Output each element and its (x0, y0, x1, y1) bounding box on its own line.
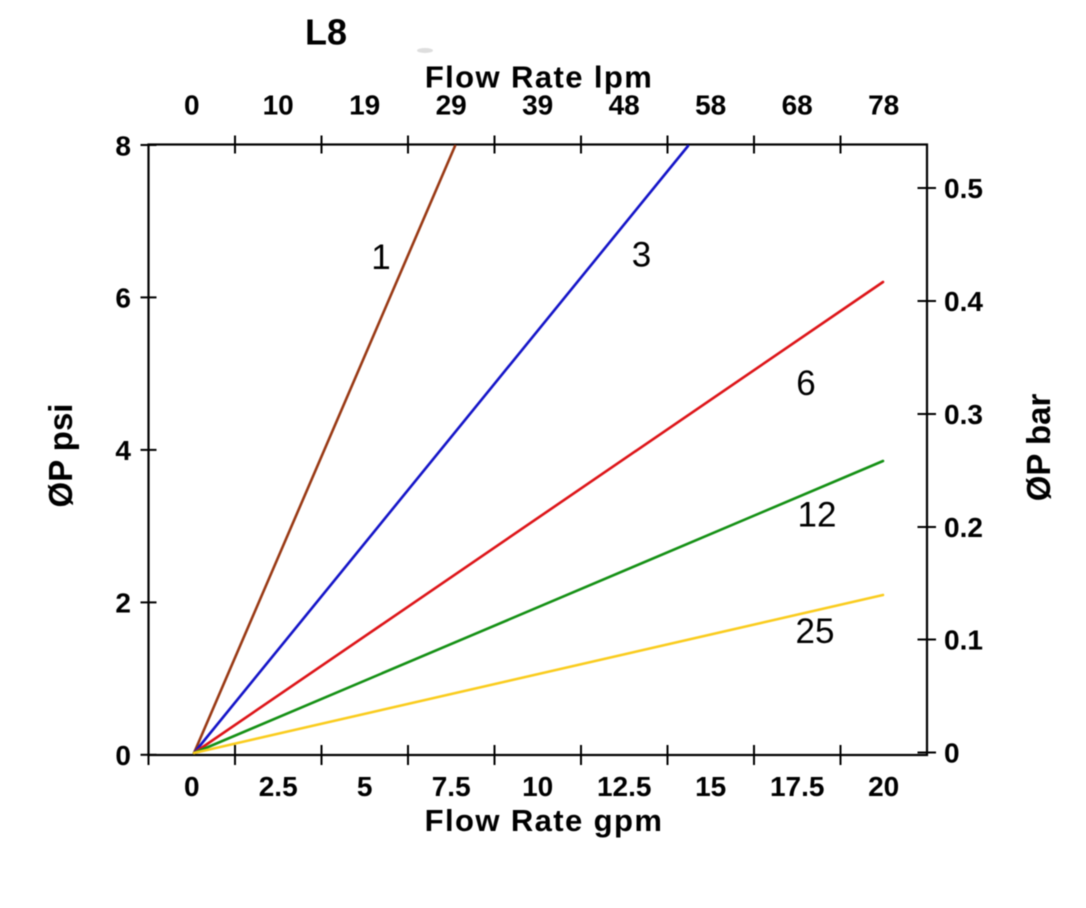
svg-text:78: 78 (868, 89, 899, 120)
svg-text:15: 15 (695, 771, 726, 802)
svg-text:68: 68 (782, 89, 813, 120)
svg-text:20: 20 (868, 771, 899, 802)
svg-text:4: 4 (115, 435, 131, 466)
svg-text:ØP psi: ØP psi (42, 404, 79, 508)
svg-text:19: 19 (349, 89, 380, 120)
svg-text:0.3: 0.3 (944, 399, 983, 430)
svg-text:12.5: 12.5 (597, 771, 652, 802)
svg-text:10: 10 (263, 89, 294, 120)
svg-text:6: 6 (115, 283, 131, 314)
svg-text:0: 0 (944, 738, 960, 769)
svg-text:12: 12 (798, 495, 837, 534)
svg-text:5: 5 (357, 771, 373, 802)
svg-text:29: 29 (436, 89, 467, 120)
svg-text:Flow Rate gpm: Flow Rate gpm (425, 803, 664, 838)
svg-text:10: 10 (522, 771, 553, 802)
svg-text:ØP bar: ØP bar (1020, 394, 1057, 502)
svg-text:0.5: 0.5 (944, 173, 983, 204)
svg-text:0.4: 0.4 (944, 286, 983, 317)
svg-text:0.2: 0.2 (944, 512, 983, 543)
svg-text:25: 25 (796, 612, 835, 651)
svg-text:8: 8 (115, 130, 131, 161)
svg-text:Flow Rate lpm: Flow Rate lpm (425, 59, 653, 94)
svg-text:0.1: 0.1 (944, 625, 983, 656)
svg-text:1: 1 (371, 238, 390, 277)
svg-text:7.5: 7.5 (432, 771, 471, 802)
svg-text:2: 2 (115, 588, 131, 619)
svg-text:39: 39 (522, 89, 553, 120)
svg-text:3: 3 (632, 236, 651, 275)
svg-text:0: 0 (184, 771, 200, 802)
svg-text:2.5: 2.5 (259, 771, 298, 802)
svg-text:0: 0 (115, 740, 131, 771)
svg-text:L8: L8 (305, 12, 347, 53)
svg-text:58: 58 (695, 89, 726, 120)
svg-text:48: 48 (609, 89, 640, 120)
svg-text:17.5: 17.5 (770, 771, 825, 802)
svg-text:6: 6 (796, 364, 815, 403)
svg-text:0: 0 (184, 89, 200, 120)
